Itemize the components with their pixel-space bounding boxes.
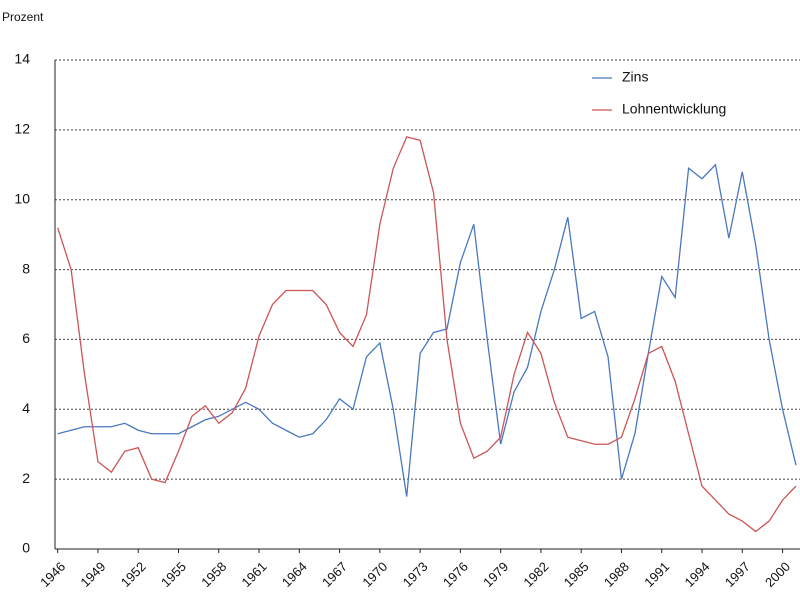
x-tick-label: 1964 [279,559,310,590]
x-tick-label: 1979 [480,559,511,590]
y-tick-label: 14 [14,51,30,67]
x-tick-label: 1982 [520,559,551,590]
x-tick-label: 1994 [682,559,713,590]
x-tick-label: 1949 [77,559,108,590]
x-tick-label: 1973 [400,559,431,590]
x-tick-label: 1958 [198,559,229,590]
legend-label: Lohnentwicklung [622,101,726,117]
x-tick-label: 1955 [158,559,189,590]
line [57,136,797,533]
x-tick-label: 2000 [762,559,793,590]
y-tick-label: 8 [22,260,30,276]
y-axis-label: Prozent [2,10,44,24]
line [57,163,797,497]
x-tick-label: 1952 [118,559,149,590]
y-tick-label: 6 [22,330,30,346]
x-tick-label: 1991 [641,559,672,590]
y-tick-label: 12 [14,121,30,137]
x-tick-label: 1970 [359,559,390,590]
x-tick-label: 1946 [37,559,68,590]
x-tick-label: 1985 [561,559,592,590]
x-tick-label: 1976 [440,559,471,590]
legend-label: Zins [622,69,648,85]
x-tick-label: 1961 [239,559,270,590]
x-tick-label: 1997 [722,559,753,590]
x-tick-label: 1988 [601,559,632,590]
y-tick-label: 2 [22,470,30,486]
x-tick-label: 1967 [319,559,350,590]
y-tick-label: 10 [14,190,30,206]
y-tick-label: 0 [22,540,30,556]
y-tick-label: 4 [22,400,30,416]
